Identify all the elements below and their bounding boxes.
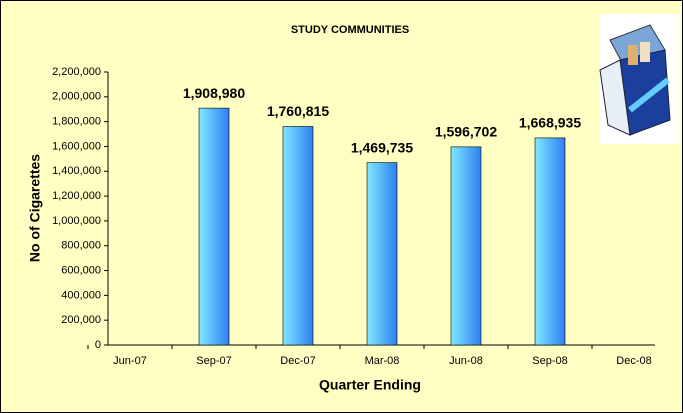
value-label: 1,908,980: [183, 85, 245, 101]
y-tick-label: 2,200,000: [52, 66, 101, 78]
value-label: 1,760,815: [267, 103, 329, 119]
y-tick-label: 1,000,000: [52, 215, 101, 227]
x-axis-label: Quarter Ending: [319, 377, 421, 393]
x-tick-label: Dec-08: [616, 355, 651, 367]
y-tick-label: 800,000: [61, 240, 101, 252]
y-tick-label: 1,600,000: [52, 140, 101, 152]
bar: [366, 162, 398, 346]
x-tick-label: Jun-07: [113, 355, 147, 367]
value-label: 1,469,735: [351, 139, 413, 155]
y-axis-label: No of Cigarettes: [27, 154, 43, 262]
chart-title: STUDY COMMUNITIES: [291, 24, 409, 36]
bar: [282, 126, 314, 346]
y-tick-label: 600,000: [61, 264, 101, 276]
y-tick-label: 200,000: [61, 314, 101, 326]
x-tick-label: Jun-08: [449, 355, 483, 367]
bar: [450, 146, 482, 346]
x-tick-label: Dec-07: [280, 355, 315, 367]
x-tick-label: Sep-08: [532, 355, 567, 367]
y-tick-label: 1,400,000: [52, 165, 101, 177]
y-tick-label: 1,200,000: [52, 190, 101, 202]
x-tick-label: Sep-07: [196, 355, 231, 367]
y-tick-label: 2,000,000: [52, 91, 101, 103]
bar: [198, 107, 230, 346]
x-tick-label: Mar-08: [365, 355, 400, 367]
y-tick-label: 1,800,000: [52, 116, 101, 128]
value-label: 1,668,935: [519, 115, 581, 131]
y-tick-label: 400,000: [61, 289, 101, 301]
bar: [534, 137, 566, 346]
decorative-icon: [599, 14, 680, 144]
y-tick-label: 0: [95, 339, 101, 351]
value-label: 1,596,702: [435, 124, 497, 140]
